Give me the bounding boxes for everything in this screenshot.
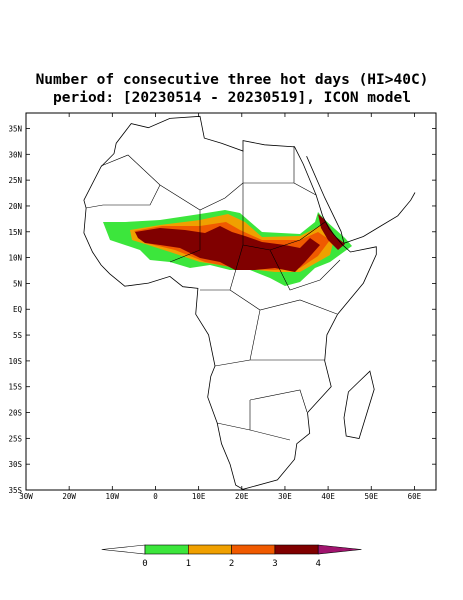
colorbar-end bbox=[317, 544, 362, 555]
colorbar-label: 1 bbox=[186, 559, 191, 569]
y-tick-label: EQ bbox=[13, 305, 23, 314]
colorbar-segment bbox=[144, 544, 189, 555]
x-tick-label: 60E bbox=[408, 492, 422, 501]
colorbar-label: 2 bbox=[229, 559, 234, 569]
map-frame bbox=[25, 112, 437, 491]
area-level-4 bbox=[135, 226, 320, 272]
y-tick-label: 25N bbox=[8, 176, 22, 185]
y-tick-label: 15S bbox=[8, 383, 22, 392]
colorbar-segment bbox=[274, 544, 319, 555]
x-tick-label: 30E bbox=[278, 492, 292, 501]
y-tick-label: 20N bbox=[8, 202, 22, 211]
y-tick-label: 35S bbox=[8, 486, 22, 495]
country-borders bbox=[85, 146, 341, 441]
y-tick-label: 10S bbox=[8, 357, 22, 366]
x-tick-label: 20E bbox=[235, 492, 249, 501]
x-tick-label: 50E bbox=[364, 492, 378, 501]
colorbar-label: 0 bbox=[142, 559, 147, 569]
colorbar-label: 3 bbox=[272, 559, 277, 569]
hot-day-areas bbox=[103, 210, 352, 286]
y-tick-label: 20S bbox=[8, 409, 22, 418]
x-tick-label: 0 bbox=[153, 492, 158, 501]
x-tick-label: 10E bbox=[192, 492, 206, 501]
subtitle: period: [20230514 - 20230519], ICON mode… bbox=[53, 90, 411, 106]
y-tick-label: 10N bbox=[8, 254, 22, 263]
title: Number of consecutive three hot days (HI… bbox=[36, 72, 429, 88]
colorbar-segment bbox=[188, 544, 232, 555]
madagascar bbox=[343, 370, 375, 439]
y-tick-label: 30S bbox=[8, 460, 22, 469]
colorbar-end bbox=[101, 544, 146, 555]
y-tick-label: 5S bbox=[13, 331, 23, 340]
y-tick-label: 15N bbox=[8, 228, 22, 237]
y-tick-label: 30N bbox=[8, 150, 22, 159]
x-tick-label: 10W bbox=[106, 492, 120, 501]
africa-coast bbox=[83, 115, 377, 490]
colorbar-label: 4 bbox=[315, 559, 320, 569]
x-tick-label: 40E bbox=[321, 492, 335, 501]
colorbar: 0 1 2 3 4 bbox=[101, 544, 362, 569]
y-tick-label: 5N bbox=[13, 279, 22, 288]
x-tick-label: 20W bbox=[62, 492, 76, 501]
coastlines bbox=[83, 115, 416, 490]
y-tick-label: 35N bbox=[8, 124, 22, 133]
arabia-coast bbox=[306, 156, 416, 244]
y-tick-label: 25S bbox=[8, 434, 22, 443]
x-tick-label: 30W bbox=[19, 492, 33, 501]
colorbar-segment bbox=[231, 544, 276, 555]
